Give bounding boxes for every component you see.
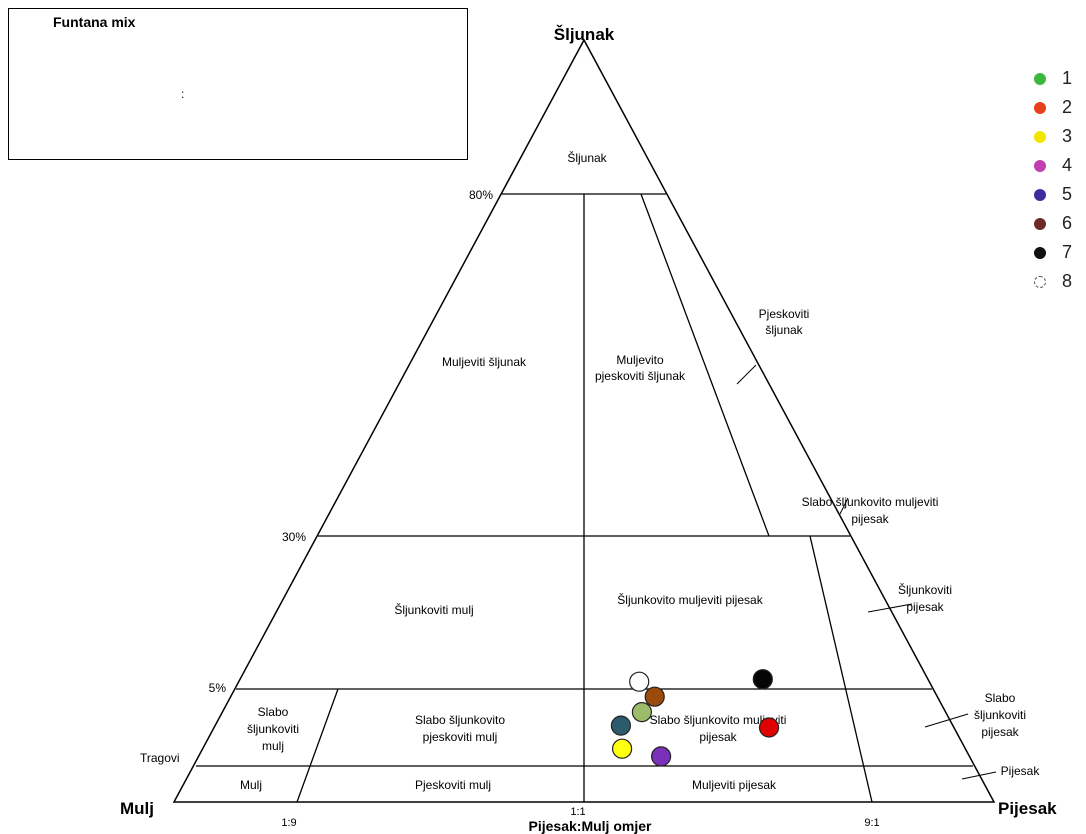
title-box: Funtana mix :: [8, 8, 468, 160]
sample-brown-point: [644, 686, 665, 707]
tick-30: 30%: [282, 530, 306, 544]
sample-purple-point: [650, 746, 672, 767]
region-sljunak: Šljunak: [567, 150, 607, 165]
legend-dot-2: [1034, 102, 1046, 114]
region-muljeviti-pijesak: Muljeviti pijesak: [692, 778, 777, 792]
region-sljunkoviti-pijesak-2: pijesak: [906, 600, 944, 614]
region-sljunkoviti-mulj: Šljunkoviti mulj: [394, 602, 473, 617]
region-muljeviti-sljunak: Muljeviti šljunak: [442, 355, 527, 369]
leader-slabo-sljunkovito-muljeviti: [839, 497, 849, 515]
sample-red-point: [758, 717, 780, 738]
tick-80: 80%: [469, 188, 493, 202]
legend-dot-6: [1034, 218, 1046, 230]
chart-title: Funtana mix: [53, 14, 136, 30]
sample-white-point: [629, 671, 650, 692]
region-slabo-sljunkoviti-pijesak-3: pijesak: [981, 725, 1019, 739]
legend-label-4: 4: [1062, 155, 1073, 175]
tick-5: 5%: [209, 681, 227, 695]
region-muljevito-pjeskoviti-sljunak-1: Muljevito: [616, 353, 664, 367]
tick-1-9: 1:9: [281, 817, 296, 829]
leader-pijesak: [961, 771, 997, 780]
region-pjeskoviti-sljunak-2: šljunak: [765, 323, 803, 337]
region-slabo-sljunkovito-muljeviti-pijesak-2: pijesak: [851, 512, 889, 526]
region-slabo-sljunkovito-muljeviti-pijesak-low-1: Slabo šljunkovito muljeviti: [650, 713, 787, 727]
region-pijesak: Pijesak: [1001, 764, 1041, 778]
region-pjeskoviti-mulj: Pjeskoviti mulj: [415, 778, 491, 792]
legend-dot-1: [1034, 73, 1046, 85]
samples-layer: [610, 669, 780, 767]
legend-dot-7: [1034, 247, 1046, 259]
apex-label-right: Pijesak: [998, 799, 1057, 818]
region-slabo-sljunkoviti-mulj-3: mulj: [262, 739, 284, 753]
region-slabo-sljunkovito-muljeviti-pijesak-low-2: pijesak: [699, 730, 737, 744]
sample-black-point: [752, 669, 773, 690]
region-slabo-sljunkoviti-mulj-1: Slabo: [258, 705, 289, 719]
region-muljevito-pjeskoviti-sljunak-2: pjeskoviti šljunak: [595, 369, 686, 383]
legend-label-1: 1: [1062, 68, 1073, 88]
legend-label-2: 2: [1062, 97, 1073, 117]
region-sljunkoviti-pijesak-1: Šljunkoviti: [898, 582, 952, 597]
legend-label-7: 7: [1062, 242, 1073, 262]
legend-label-3: 3: [1062, 126, 1073, 146]
region-slabo-sljunkovito-pjeskoviti-mulj-2: pjeskoviti mulj: [423, 730, 498, 744]
region-slabo-sljunkoviti-pijesak-1: Slabo: [985, 691, 1016, 705]
sample-yellow-point: [611, 738, 633, 759]
legend-dot-5: [1034, 189, 1046, 201]
legend-dot-3: [1034, 131, 1046, 143]
sample-teal-point: [610, 715, 632, 736]
ratio-line-9-1-upper: [640, 193, 770, 537]
ratio-line-9-1-lower: [809, 535, 873, 803]
legend-dot-8: [1034, 276, 1046, 288]
region-slabo-sljunkovito-pjeskoviti-mulj-1: Slabo šljunkovito: [415, 713, 505, 727]
leader-slabo-sljunkoviti-pijesak: [924, 713, 969, 728]
legend-dot-4: [1034, 160, 1046, 172]
legend-label-8: 8: [1062, 271, 1073, 291]
apex-label-top: Šljunak: [554, 25, 615, 44]
region-pjeskoviti-sljunak-1: Pjeskoviti: [759, 307, 810, 321]
leader-sljunkoviti-pijesak: [867, 603, 913, 613]
tick-9-1: 9:1: [864, 817, 879, 829]
region-slabo-sljunkoviti-pijesak-2: šljunkoviti: [974, 708, 1026, 722]
tick-tragovi: Tragovi: [140, 751, 180, 765]
legend-label-5: 5: [1062, 184, 1073, 204]
region-slabo-sljunkoviti-mulj-2: šljunkoviti: [247, 722, 299, 736]
region-sljunkovito-muljeviti-pijesak: Šljunkovito muljeviti pijesak: [617, 592, 763, 607]
sample-olive-point: [631, 701, 653, 723]
region-mulj: Mulj: [240, 778, 262, 792]
tick-1-1: 1:1: [570, 806, 585, 818]
leader-pjeskoviti-sljunak: [736, 364, 757, 385]
apex-label-left: Mulj: [120, 799, 154, 818]
region-slabo-sljunkovito-muljeviti-pijesak-1: Slabo šljunkovito muljeviti: [802, 495, 939, 509]
bottom-axis-label: Pijesak:Mulj omjer: [529, 818, 652, 834]
legend-label-6: 6: [1062, 213, 1073, 233]
title-subtitle: :: [181, 87, 185, 101]
ratio-line-1-9: [296, 688, 339, 803]
